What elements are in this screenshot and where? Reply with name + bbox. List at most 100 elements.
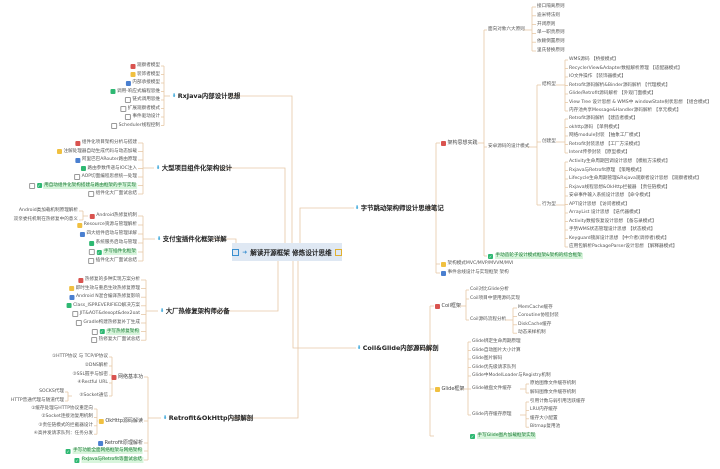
list-item[interactable]: 链式调用思维: [124, 97, 160, 103]
list-item[interactable]: View Tree 设计思想 & WMS中 windowState树状思想 【组…: [569, 100, 712, 106]
coil-flow-node[interactable]: Coil源码流程分析: [470, 317, 506, 323]
list-item[interactable]: Glide绑定生命周期原理: [472, 339, 521, 345]
branch-hotfix[interactable]: ⬇ 大厂热修复架构师必备: [160, 308, 230, 314]
glide-node[interactable]: Glide框架: [435, 386, 464, 392]
list-item[interactable]: 装饰者模型: [130, 72, 160, 78]
list-item[interactable]: Resource资源与管理解析: [77, 222, 137, 228]
list-item[interactable]: Retrofit源码解析 【建造者模式】: [569, 116, 638, 122]
list-item[interactable]: MemCache缓存: [518, 305, 553, 311]
handwrite-node[interactable]: ✓ 手写功能全面网络框架与网络架构: [65, 448, 143, 454]
principles-node[interactable]: 面向对象六大原则: [488, 27, 525, 33]
branch-rxjava[interactable]: ⬇ RxJava内部设计思想: [172, 93, 240, 99]
list-item[interactable]: Lifecycle生命周期管理&Rxjava观察者设计思想 【观察者模式】: [569, 176, 702, 182]
list-item[interactable]: Rxjava与Retrofit原理 【策略模式】: [569, 168, 644, 174]
list-item[interactable]: 热修复大厂面试总结: [91, 337, 140, 344]
list-item[interactable]: 组件化大厂面试总结: [88, 191, 137, 197]
structural-node[interactable]: 结构型: [542, 82, 556, 88]
list-item[interactable]: ⑤Socket通信: [79, 393, 108, 399]
list-item[interactable]: 阿里巴巴ARouter路由原理: [75, 157, 137, 163]
list-item[interactable]: Retrofit源码解析&Binder源码解析 【代理模式】: [569, 83, 670, 89]
list-item[interactable]: 双亲委托机制在热修复中的意义: [14, 217, 78, 223]
list-item[interactable]: Scheduler线程控制: [111, 122, 160, 129]
list-item[interactable]: 即时生效与重启生效热修复原理: [69, 286, 140, 292]
list-item[interactable]: 手势WMS状态管理设计思想 【状态模式】: [569, 227, 655, 233]
list-item[interactable]: 插件化大厂面试总结: [88, 258, 137, 264]
list-item[interactable]: 观察者模型: [130, 63, 160, 69]
list-item[interactable]: HTTP普通代理与隧道代理: [11, 398, 64, 404]
list-item[interactable]: Coil对比Glide分析: [470, 287, 509, 293]
handwrite-node[interactable]: ✓ 手写Glide图片加载框架实现: [470, 433, 537, 439]
list-item[interactable]: ③SSL握手与加密: [73, 372, 108, 378]
list-item[interactable]: ①缓存处理与HTTP协议重定向: [31, 406, 93, 412]
list-item[interactable]: Android热修复机制: [89, 213, 137, 219]
list-item[interactable]: 事件驱动设计: [124, 114, 160, 120]
list-item[interactable]: Rxjava线程思想&OkHttp拦截器 【责任链模式】: [569, 185, 670, 191]
list-item[interactable]: Class_ISPREVERIFIED解决方案: [66, 303, 140, 309]
central-topic[interactable]: ➜ 解读开源框架 修炼设计思维: [232, 243, 342, 261]
coil-node[interactable]: Coil框架: [435, 303, 461, 309]
list-item[interactable]: ②Socket连接池复用机制: [41, 414, 93, 420]
list-item[interactable]: Intent传参封装 【原型模式】: [569, 150, 630, 156]
list-item[interactable]: Keyguard锁屏设计思想 【中介者(调停者)模式】: [569, 236, 669, 242]
list-item[interactable]: IO文件操作 【装饰器模式】: [569, 74, 626, 80]
branch-retrofit[interactable]: ⬇ Retrofit&OkHttp内部解剖: [163, 415, 253, 421]
list-item[interactable]: 迪米特法则: [537, 13, 560, 19]
list-item[interactable]: Android N混合编译热修复影响: [69, 294, 140, 300]
list-item[interactable]: JIT&AOT&dexopt&dex2oat: [72, 311, 140, 318]
creational-node[interactable]: 创建型: [542, 139, 556, 145]
list-item[interactable]: 安卓事件输入系统设计思想 【命令模式】: [569, 193, 653, 199]
list-item[interactable]: ✓ 手写热修复架构: [91, 328, 140, 335]
list-item[interactable]: Activity数据恢复设计思想 【备忘录模式】: [569, 219, 657, 225]
list-item[interactable]: 缓存大小配置: [530, 416, 558, 422]
list-item[interactable]: 组件化项目架构分析与搭建: [75, 140, 137, 146]
list-item[interactable]: 扩展观察者模式: [120, 105, 160, 112]
branch-coil-glide[interactable]: ⬇ Coil&Glide内部源码解剖: [357, 345, 439, 351]
list-item[interactable]: 原始图像文件缓存机制: [530, 381, 576, 387]
patterns-node[interactable]: 安卓源码的设计模式: [488, 144, 529, 150]
list-item[interactable]: ②DNS解析: [85, 363, 108, 369]
list-item[interactable]: DiskCache缓存: [518, 322, 551, 328]
list-item[interactable]: Android类加载机制原理解析: [19, 208, 78, 214]
list-item[interactable]: Coroutine协程封装: [518, 313, 559, 319]
list-item[interactable]: APT设计思想 【访问者模式】: [569, 202, 630, 208]
list-item[interactable]: Bitmap复用池: [530, 424, 560, 430]
handwrite-node[interactable]: ✓ 手动造轮子设计模式框架&架构的综合框架: [488, 253, 583, 259]
list-item[interactable]: 解码图像文件缓存机制: [530, 390, 576, 396]
network-basics-node[interactable]: 网络基本功: [111, 374, 143, 380]
list-item[interactable]: 动态采样机制: [518, 330, 546, 336]
list-item[interactable]: Retrofit封装思想 【工厂方法模式】: [569, 142, 643, 148]
interview-node[interactable]: ✓ RxJava与Retrofit等面试总结: [74, 457, 143, 463]
eventbus-node[interactable]: 事件总线设计与实现框架 架构: [441, 270, 509, 276]
list-item[interactable]: 依赖倒置原则: [537, 39, 565, 45]
list-item[interactable]: 四大组件启动与管理详解: [79, 231, 137, 237]
list-item[interactable]: Activity生命周期回调设计思想 【模板方法模式】: [569, 159, 670, 165]
list-item[interactable]: 里氏替换原则: [537, 48, 565, 54]
list-item[interactable]: RecyclerView&Adapter数据解析原理 【适配器模式】: [569, 66, 682, 72]
list-item[interactable]: okhttp源码 【单例模式】: [569, 125, 622, 131]
list-item[interactable]: Glide中ModelLoader与Registry机制: [472, 373, 551, 379]
list-item[interactable]: 单一职责原则: [537, 30, 565, 36]
list-item[interactable]: 网络module封装 【抽象工厂模式】: [569, 133, 643, 139]
glide-disk-node[interactable]: Glide磁盘文件缓存: [472, 386, 511, 392]
list-item[interactable]: 引用计数与弱引用活跃缓存: [530, 399, 585, 405]
list-item[interactable]: ArrayList 设计思想 【迭代器模式】: [569, 210, 643, 216]
glide-memory-node[interactable]: Glide内存缓存原理: [472, 412, 511, 418]
architecture-node[interactable]: 架构模式MVC/MVP/MVVM/MVI: [441, 261, 513, 267]
branch-alipay[interactable]: ⬇ 支付宝插件化框架详解: [157, 236, 227, 242]
list-item[interactable]: AOP切面编程思想统一处理: [74, 174, 137, 180]
list-item[interactable]: ④高并发请求队列：任务分发: [34, 431, 93, 437]
list-item[interactable]: ③责任链模式的拦截器设计: [38, 423, 93, 429]
behavioral-node[interactable]: 行为型: [542, 202, 556, 208]
okhttp-node[interactable]: OkHttp源码解读: [98, 418, 143, 424]
branch-componentization[interactable]: ⬇ 大型项目组件化架构设计: [156, 165, 232, 171]
list-item[interactable]: 内部承接模型: [125, 80, 160, 86]
list-item[interactable]: ✓ 用自动组件化架构搭建与路由框架的手写实现: [29, 182, 137, 189]
branch-bytedance[interactable]: ⬇ 字节跳动架构师设计思维笔记: [355, 205, 444, 211]
list-item[interactable]: SOCKS代理: [39, 389, 64, 395]
list-item[interactable]: 应用包解析PackageParser设计思想 【解释器模式】: [569, 244, 677, 250]
list-item[interactable]: 系统服务启动与管理: [89, 240, 137, 246]
list-item[interactable]: WMS源码 【桥接模式】: [569, 57, 619, 63]
list-item[interactable]: 开闭原则: [537, 22, 555, 28]
list-item[interactable]: 路由参数传递与IOC注入: [80, 166, 137, 172]
list-item[interactable]: LRU内存缓存: [530, 407, 558, 413]
